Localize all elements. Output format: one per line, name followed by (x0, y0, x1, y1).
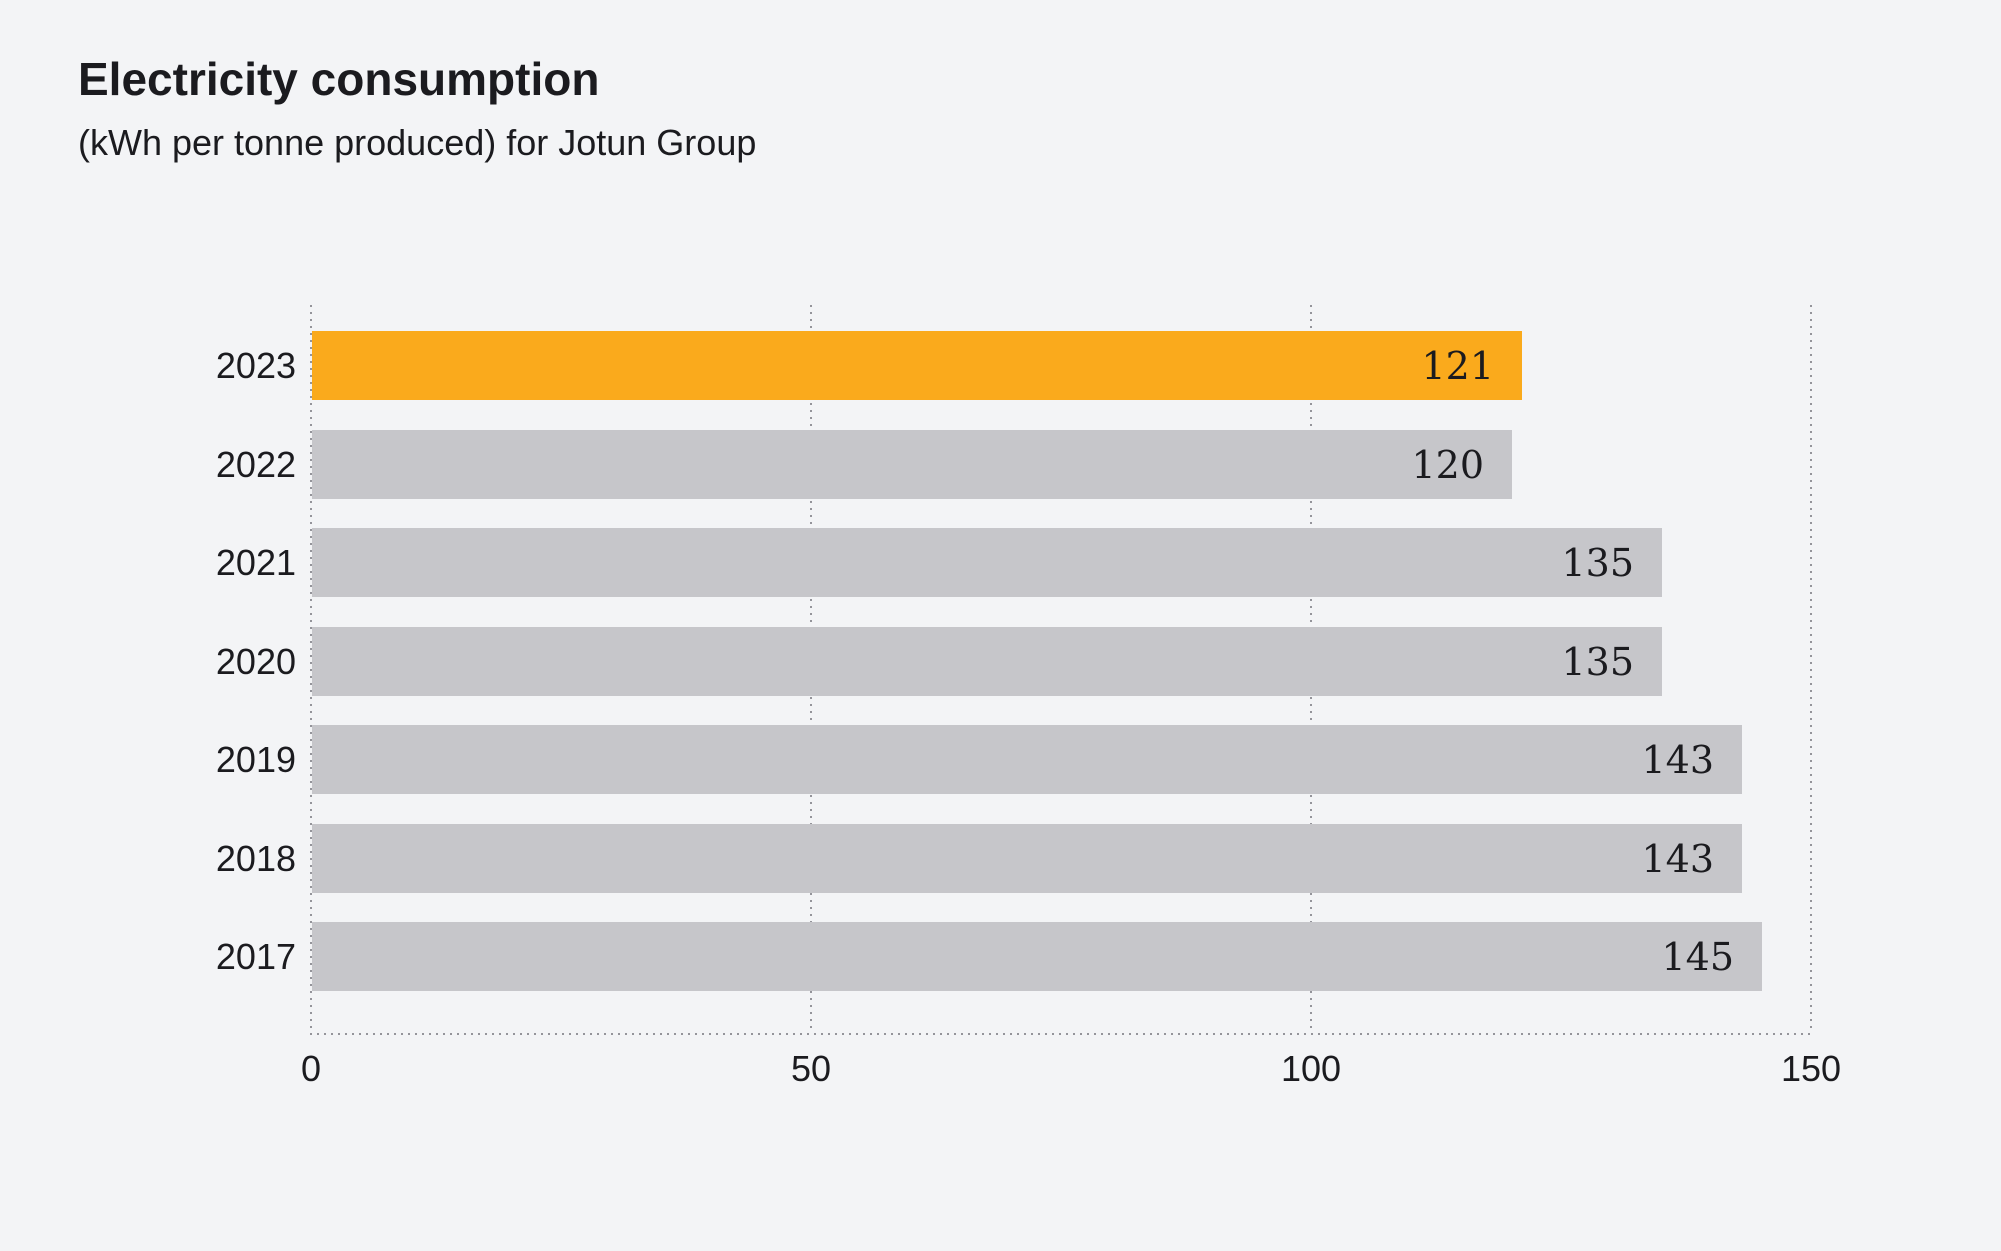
bar-value-label-2020: 135 (1561, 640, 1634, 684)
y-axis-label-2017: 2017 (215, 936, 296, 977)
bar-2021: 135 (312, 528, 1662, 597)
bar-2017: 145 (312, 922, 1762, 991)
y-axis-label-2023: 2023 (215, 345, 296, 386)
bar-2019: 143 (312, 725, 1742, 794)
x-tick-label-0: 0 (300, 1048, 322, 1089)
bar-value-label-2018: 143 (1641, 837, 1714, 881)
y-axis-label-2018: 2018 (215, 838, 296, 879)
bar-2020: 135 (312, 627, 1662, 696)
x-axis-baseline (310, 1033, 1812, 1035)
bar-2023: 121 (312, 331, 1522, 400)
x-tick-label-150: 150 (1780, 1048, 1842, 1089)
gridline-0 (310, 305, 312, 1033)
bar-2018: 143 (312, 824, 1742, 893)
bar-value-label-2017: 145 (1661, 935, 1734, 979)
bar-value-label-2019: 143 (1641, 738, 1714, 782)
chart-title: Electricity consumption (78, 53, 600, 105)
bar-value-label-2021: 135 (1561, 541, 1634, 585)
gridline-150 (1810, 305, 1812, 1033)
bar-value-label-2023: 121 (1421, 344, 1494, 388)
x-tick-label-100: 100 (1280, 1048, 1342, 1089)
chart-subtitle: (kWh per tonne produced) for Jotun Group (78, 122, 757, 163)
bar-2022: 120 (312, 430, 1512, 499)
y-axis-label-2022: 2022 (215, 444, 296, 485)
y-axis-label-2019: 2019 (215, 739, 296, 780)
x-tick-label-50: 50 (790, 1048, 832, 1089)
y-axis-label-2020: 2020 (215, 641, 296, 682)
bar-value-label-2022: 120 (1411, 443, 1484, 487)
y-axis-label-2021: 2021 (215, 542, 296, 583)
